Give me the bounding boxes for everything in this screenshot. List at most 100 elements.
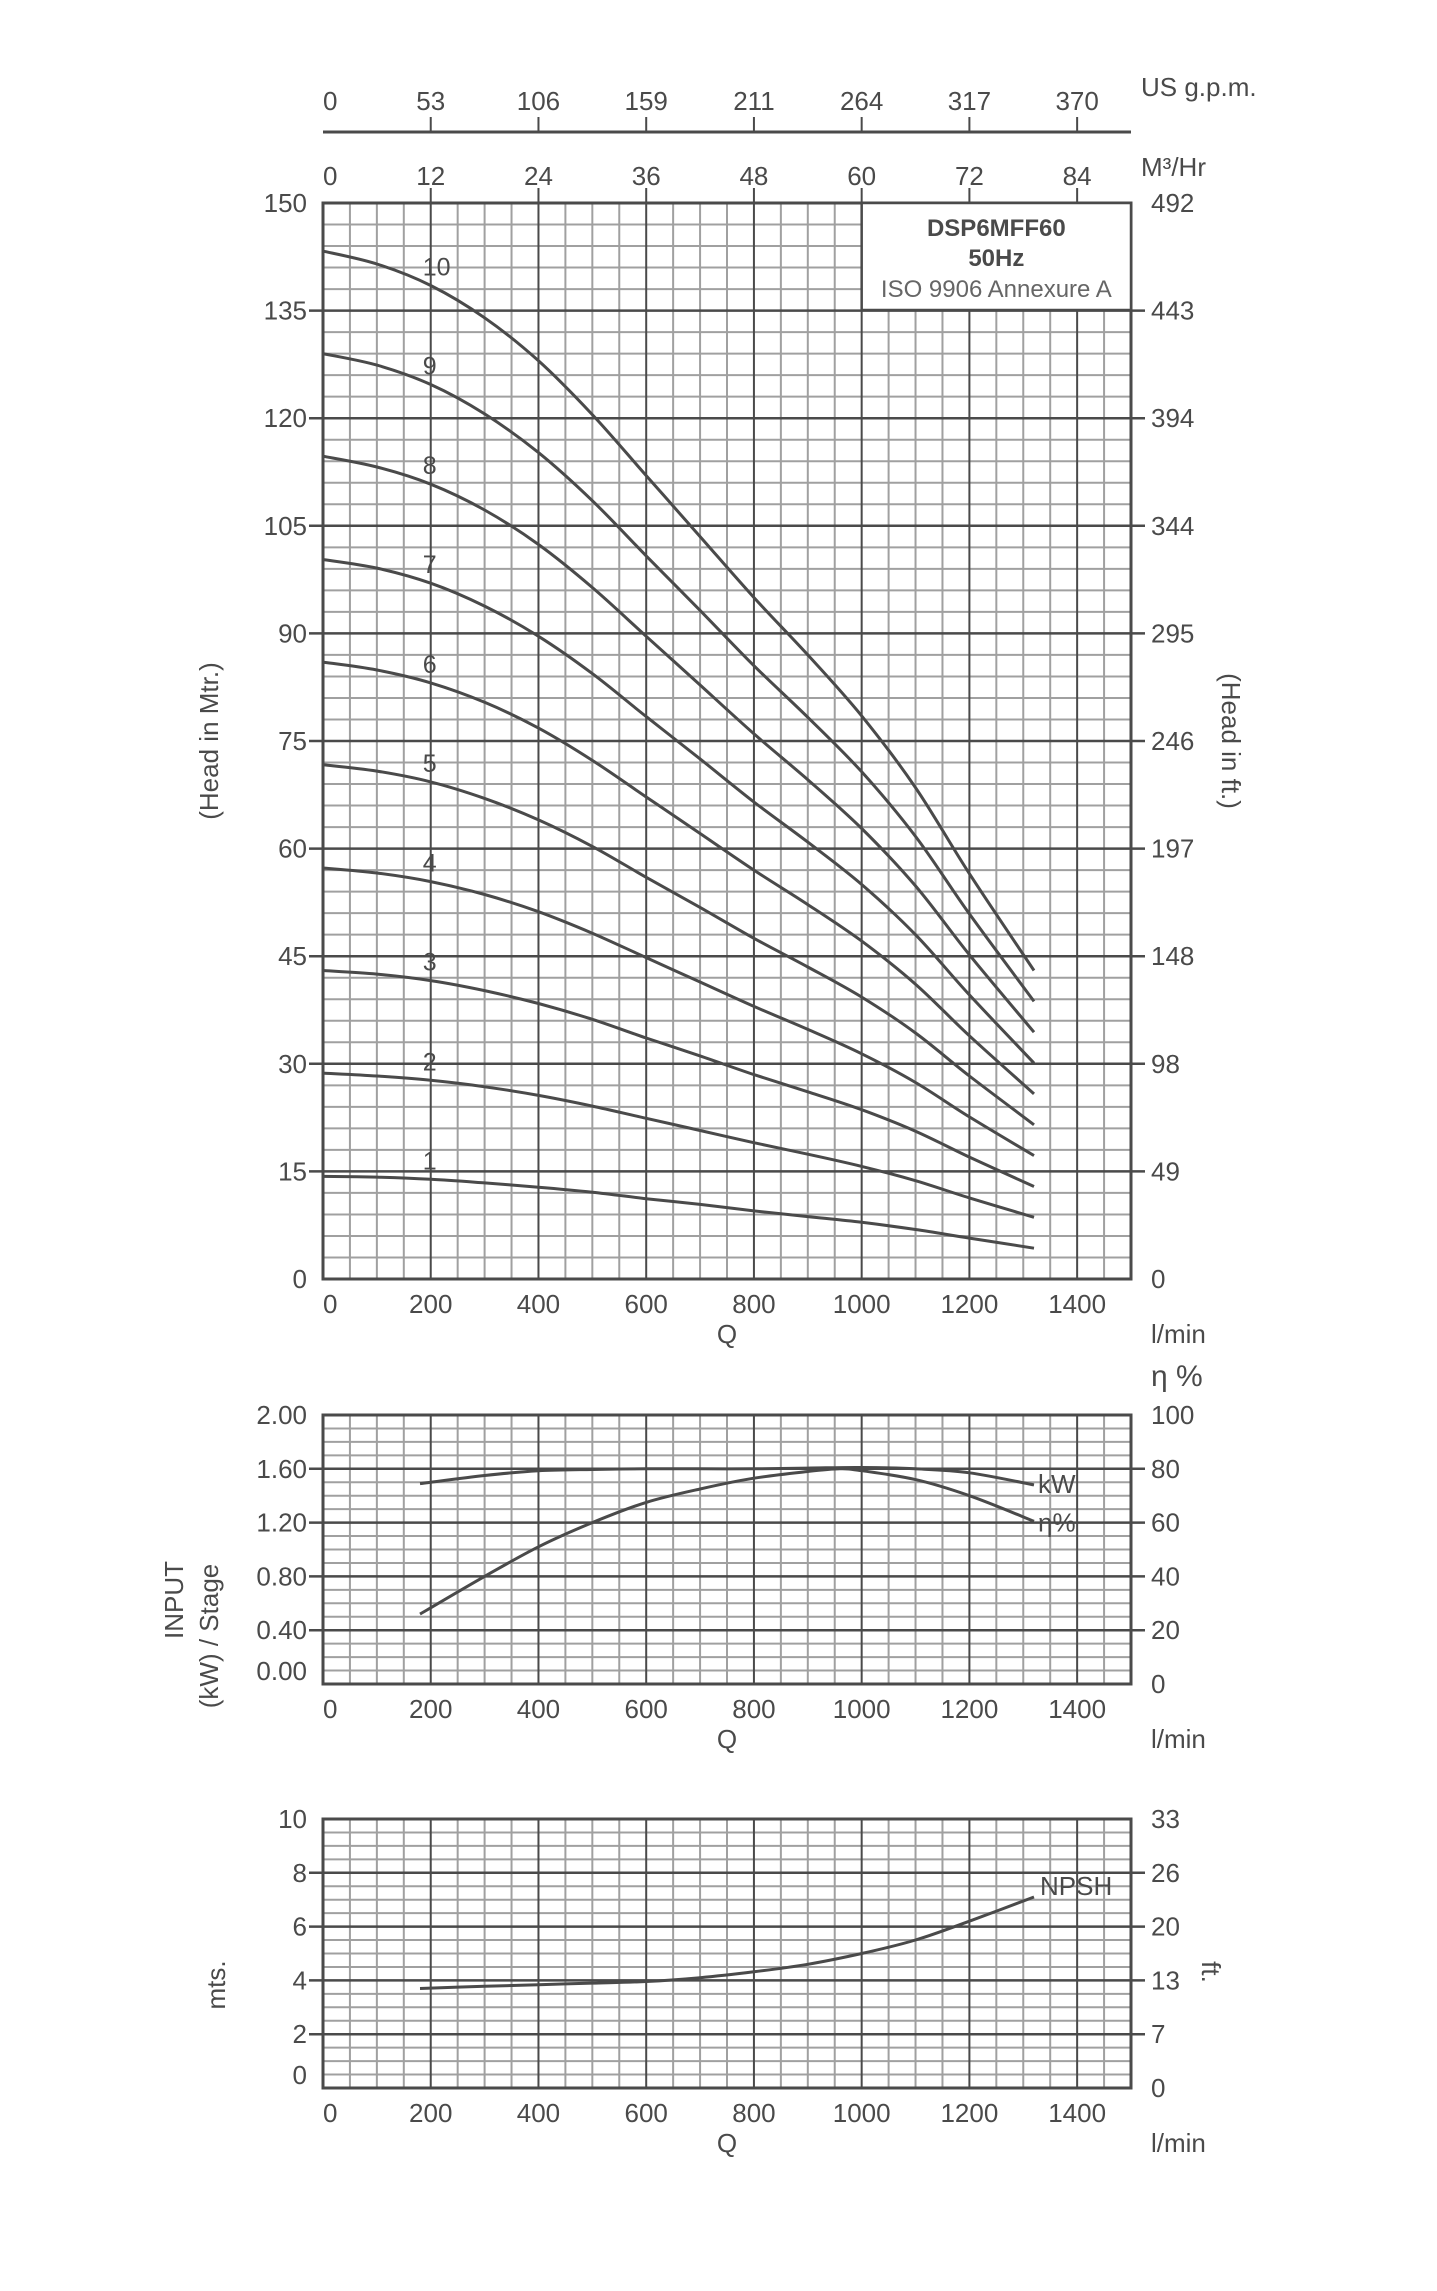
y-tick-label: 135 (264, 296, 307, 326)
x-tick-label: 200 (409, 1289, 452, 1319)
y-right-tick-label: 98 (1151, 1049, 1180, 1079)
y-right-tick-label: 148 (1151, 941, 1194, 971)
y-right-tick-label: 0 (1151, 2073, 1165, 2103)
y-tick-label: 45 (278, 941, 307, 971)
x-axis-title: Q (717, 1319, 737, 1349)
m3hr-tick-label: 72 (955, 161, 984, 191)
y-tick-label: 10 (278, 1804, 307, 1834)
model-box-frame (860, 201, 1133, 312)
x-tick-label: 200 (409, 1694, 452, 1724)
efficiency-curve-label: η% (1038, 1507, 1076, 1537)
usgpm-tick-label: 264 (840, 86, 883, 116)
y-right-tick-label: 40 (1151, 1561, 1180, 1591)
x-axis-unit: l/min (1151, 1724, 1206, 1754)
plot-frame (321, 1413, 1133, 1686)
y-right-tick-label: 246 (1151, 726, 1194, 756)
y-axis-title: (Head in Mtr.) (194, 662, 224, 820)
y-tick-label: 60 (278, 834, 307, 864)
x-tick-label: 1000 (833, 2098, 891, 2128)
stage-curve-9 (322, 352, 1036, 1003)
efficiency-axis-title: η % (1151, 1360, 1203, 1393)
stage-curve-3 (322, 969, 1035, 1188)
stage-label: 10 (423, 253, 451, 281)
efficiency-curve (419, 1467, 1035, 1616)
y-right-tick-label: 344 (1151, 511, 1194, 541)
x-tick-label: 800 (732, 1694, 775, 1724)
y-tick-label: 0 (293, 1264, 307, 1294)
y-tick-label: 4 (293, 1965, 307, 1995)
y-right-axis-title: (Head in ft.) (1216, 673, 1246, 809)
y-right-tick-label: 0 (1151, 1264, 1165, 1294)
m3hr-tick-label: 24 (524, 161, 553, 191)
y-right-tick-label: 197 (1151, 834, 1194, 864)
y-tick-label: 2.00 (256, 1400, 307, 1430)
x-axis-title: Q (717, 1724, 737, 1754)
y-right-tick-label: 20 (1151, 1912, 1180, 1942)
x-tick-label: 1200 (940, 1694, 998, 1724)
x-axis-unit: l/min (1151, 2128, 1206, 2158)
x-tick-label: 0 (323, 1289, 337, 1319)
usgpm-tick-label: 211 (733, 86, 774, 116)
y-right-tick-label: 295 (1151, 618, 1194, 648)
input-axis-title-line2: (kW) / Stage (194, 1564, 224, 1708)
stage-curve-8 (322, 454, 1036, 1034)
x-tick-label: 800 (732, 2098, 775, 2128)
y-tick-label: 1.60 (256, 1454, 307, 1484)
y-right-tick-label: 49 (1151, 1156, 1180, 1186)
x-axis-unit: l/min (1151, 1319, 1206, 1349)
stage-curve-5 (322, 763, 1035, 1126)
stage-label: 9 (423, 352, 437, 380)
x-axis-title: Q (717, 2128, 737, 2158)
x-tick-label: 600 (625, 1289, 668, 1319)
usgpm-axis-title: US g.p.m. (1141, 72, 1257, 102)
y-right-tick-label: 0 (1151, 1669, 1165, 1699)
stage-label: 3 (423, 949, 437, 977)
usgpm-tick-label: 53 (416, 86, 445, 116)
x-tick-label: 1000 (833, 1694, 891, 1724)
m3hr-tick-label: 12 (416, 161, 445, 191)
model-name: DSP6MFF60 (927, 215, 1066, 242)
m3hr-tick-label: 60 (847, 161, 876, 191)
stage-label: 2 (423, 1048, 437, 1076)
stage-curve-1 (322, 1174, 1035, 1250)
x-tick-label: 1000 (833, 1289, 891, 1319)
x-tick-label: 1400 (1048, 1289, 1106, 1319)
y-right-tick-label: 80 (1151, 1454, 1180, 1484)
y-tick-label: 0.80 (256, 1561, 307, 1591)
x-tick-label: 1400 (1048, 1694, 1106, 1724)
y-tick-label: 120 (264, 403, 307, 433)
y-tick-label: 8 (293, 1858, 307, 1888)
input-axis-title-line1: INPUT (159, 1561, 189, 1639)
x-tick-label: 400 (517, 1289, 560, 1319)
x-tick-label: 400 (517, 2098, 560, 2128)
plot-frame (321, 1817, 1133, 2090)
y-right-tick-label: 443 (1151, 296, 1194, 326)
y-tick-label: 75 (278, 726, 307, 756)
stage-label: 7 (423, 551, 437, 579)
x-tick-label: 1400 (1048, 2098, 1106, 2128)
y-right-tick-label: 60 (1151, 1508, 1180, 1538)
npsh-curve (419, 1895, 1035, 1990)
x-tick-label: 1200 (940, 2098, 998, 2128)
y-tick-label: 0 (293, 2060, 307, 2090)
y-right-tick-label: 492 (1151, 188, 1194, 218)
head-chart: 0 53 106 159 211 264 317 370 US g.p.m.0 12 24 36 48 6… (194, 72, 1257, 1349)
y-tick-label: 2 (293, 2019, 307, 2049)
top-axes: 0 53 106 159 211 264 317 370 US g.p.m. 0 12 24 36 48 6… (323, 72, 1257, 203)
y-tick-label: 90 (278, 618, 307, 648)
stage-curve-4 (322, 866, 1035, 1157)
y-tick-label: 0.00 (256, 1656, 307, 1686)
stage-curve-6 (322, 660, 1036, 1096)
model-info-box: DSP6MFF60 50Hz ISO 9906 Annexure A (860, 201, 1133, 312)
m3hr-tick-label: 48 (739, 161, 768, 191)
usgpm-tick-label: 370 (1055, 86, 1098, 116)
kw-curve-label: kW (1038, 1469, 1076, 1499)
stage-label: 8 (423, 452, 437, 480)
m3hr-tick-label: 84 (1063, 161, 1092, 191)
stage-label: 1 (423, 1147, 437, 1175)
m3hr-tick-label: 0 (323, 161, 337, 191)
y-tick-label: 0.40 (256, 1615, 307, 1645)
y-right-tick-label: 20 (1151, 1615, 1180, 1645)
stage-label: 4 (423, 850, 437, 878)
stage-curve-2 (322, 1071, 1035, 1219)
